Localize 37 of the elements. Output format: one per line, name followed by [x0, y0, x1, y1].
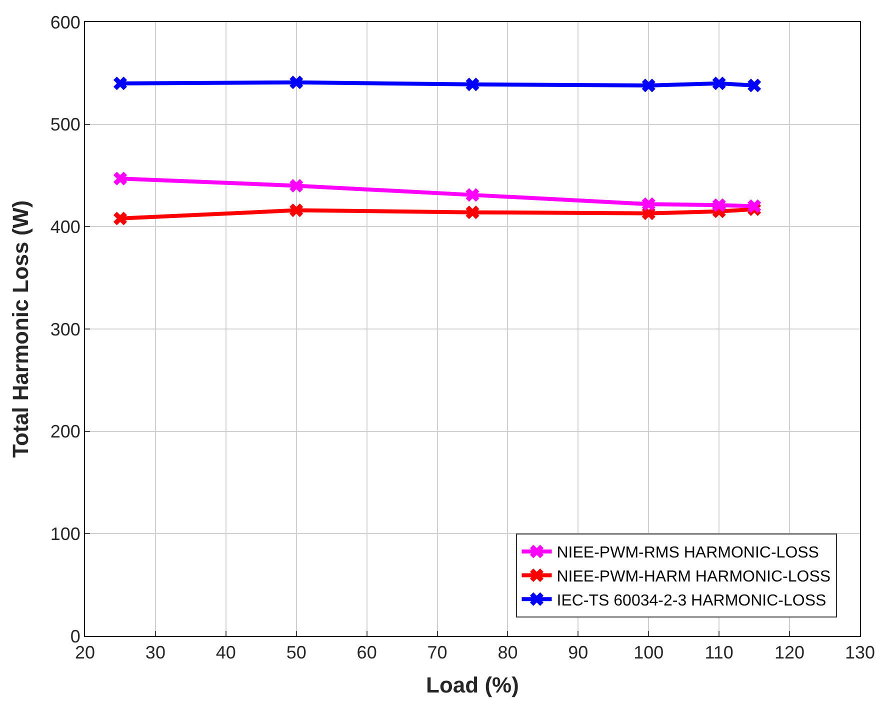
x-tick-label: 60 — [356, 642, 377, 663]
point — [113, 212, 128, 226]
y-tick-label: 200 — [50, 422, 80, 442]
point — [113, 76, 128, 90]
point — [642, 78, 656, 92]
point — [290, 178, 304, 193]
x-tick-label: 30 — [145, 642, 166, 663]
legend-label: NIEE-PWM-RMS HARMONIC-LOSS — [556, 544, 819, 562]
x-tick-label: 80 — [498, 642, 518, 663]
x-tick-label: 70 — [427, 642, 448, 663]
point — [290, 204, 304, 218]
point — [466, 78, 480, 92]
x-tick-label: 130 — [844, 642, 876, 663]
legend-label: NIEE-PWM-HARM HARMONIC-LOSS — [556, 568, 831, 586]
point — [748, 199, 762, 213]
point — [466, 188, 480, 202]
x-tick-label: 120 — [774, 642, 805, 663]
y-tick-label: 500 — [50, 114, 80, 135]
y-tick-label: 600 — [50, 12, 80, 32]
y-tick-label: 300 — [50, 319, 80, 340]
x-tick-label: 50 — [286, 642, 306, 663]
point — [466, 206, 480, 220]
point — [748, 78, 762, 92]
point — [712, 76, 726, 90]
x-tick-label: 90 — [568, 642, 588, 663]
point — [113, 172, 128, 186]
y-tick-label: 400 — [50, 216, 80, 237]
legend-label: IEC-TS 60034-2-3 HARMONIC-LOSS — [556, 592, 826, 610]
x-axis-title: Load (%) — [426, 672, 519, 698]
x-tick-label: 40 — [216, 642, 236, 663]
y-axis-title: Total Harmonic Loss (W) — [8, 200, 34, 458]
point — [712, 198, 726, 212]
point — [290, 76, 304, 90]
x-tick-label: 100 — [634, 642, 664, 663]
point — [642, 197, 656, 211]
y-tick-label: 100 — [50, 524, 80, 544]
x-tick-label: 110 — [704, 642, 734, 663]
